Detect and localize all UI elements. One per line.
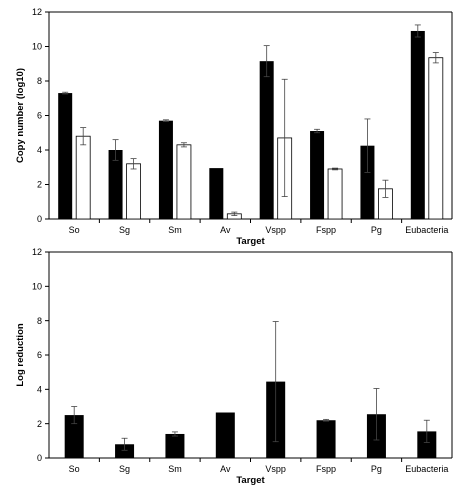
bar-fspp-series-1 — [310, 131, 325, 219]
x-axis-title: Target — [236, 236, 265, 247]
y-tick-label: 8 — [37, 76, 42, 86]
category-label: Eubacteria — [405, 464, 448, 474]
bar-av-series-1 — [215, 412, 235, 458]
category-label: Sg — [119, 464, 130, 474]
bar-eubacteria-series-1 — [410, 30, 425, 219]
y-tick-label: 2 — [37, 419, 42, 429]
y-tick-label: 4 — [37, 145, 42, 155]
bar-vspp-series-1 — [259, 61, 274, 219]
bar-eubacteria-series-2 — [428, 57, 444, 220]
category-label: Sm — [168, 225, 182, 235]
bar-sm-series-1 — [165, 433, 185, 458]
y-tick-label: 0 — [37, 453, 42, 463]
category-label: So — [69, 464, 80, 474]
category-label: Vspp — [265, 225, 286, 235]
category-label: So — [69, 225, 80, 235]
category-label: Fspp — [316, 464, 336, 474]
y-tick-label: 10 — [32, 282, 42, 292]
category-label: Vspp — [265, 464, 286, 474]
category-label: Sg — [119, 225, 130, 235]
x-axis-title: Target — [236, 475, 265, 486]
bar-fspp-series-2 — [327, 168, 343, 220]
bar-so-series-2 — [75, 135, 91, 220]
y-tick-label: 8 — [37, 316, 42, 326]
bar-so-series-1 — [58, 93, 73, 219]
y-tick-label: 2 — [37, 180, 42, 190]
bar-sm-series-1 — [158, 120, 173, 219]
chart-copy-number: 0 2 4 6 8 10 12 So Sg Sm Av Vspp Fspp Pg Eubacteria Tar… — [15, 7, 453, 247]
category-label: Pg — [371, 225, 382, 235]
y-tick-label: 12 — [32, 247, 42, 257]
y-axis-title: Log reduction — [15, 323, 26, 387]
y-tick-label: 6 — [37, 111, 42, 121]
y-tick-label: 10 — [32, 42, 42, 52]
category-label: Fspp — [316, 225, 336, 235]
category-label: Sm — [168, 464, 182, 474]
bar-eubacteria-series-1 — [417, 431, 437, 458]
bar-sm-series-2 — [176, 144, 192, 220]
y-axis-title: Copy number (log10) — [15, 68, 26, 163]
category-label: Pg — [371, 464, 382, 474]
bar-av-series-1 — [209, 168, 224, 219]
category-label: Av — [220, 225, 231, 235]
y-tick-label: 4 — [37, 385, 42, 395]
y-tick-label: 0 — [37, 214, 42, 224]
bar-sg-series-1 — [108, 150, 123, 219]
category-label: Eubacteria — [405, 225, 448, 235]
y-tick-label: 12 — [32, 7, 42, 17]
bar-sg-series-2 — [126, 163, 141, 220]
chart-log-reduction: 0 2 4 6 8 10 12 So Sg Sm Av Vspp Fspp Pg Eubacteria Tar… — [15, 247, 453, 486]
bar-fspp-series-1 — [316, 420, 336, 458]
y-tick-label: 6 — [37, 350, 42, 360]
bar-so-series-1 — [64, 415, 84, 458]
bar-pg-series-1 — [360, 145, 375, 219]
category-label: Av — [220, 464, 231, 474]
bar-sg-series-1 — [115, 444, 135, 458]
